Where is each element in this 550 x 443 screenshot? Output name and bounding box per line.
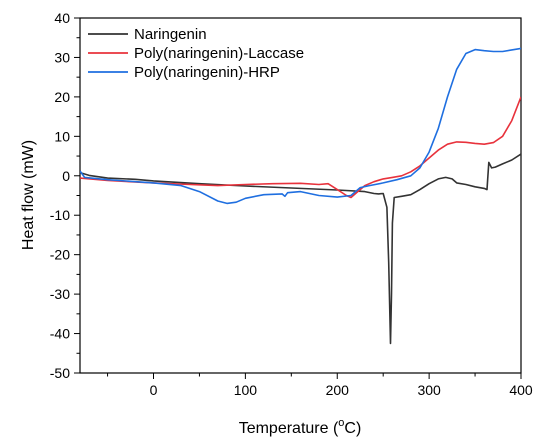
y-tick-label: 20 xyxy=(54,89,70,105)
x-axis-label-unit: C) xyxy=(344,420,361,437)
legend-label-2: Poly(naringenin)-HRP xyxy=(134,64,280,81)
x-tick-label: 0 xyxy=(150,382,158,398)
x-axis-label-main: Temperature ( xyxy=(239,420,339,437)
legend-label-1: Poly(naringenin)-Laccase xyxy=(134,45,304,62)
x-axis-label-sup: o xyxy=(338,417,344,429)
legend: Naringenin Poly(naringenin)-Laccase Poly(n… xyxy=(88,26,304,81)
series-line-0 xyxy=(80,153,521,345)
y-tick-label: 0 xyxy=(62,168,70,184)
series-lines xyxy=(80,47,521,345)
y-tick-label: -50 xyxy=(50,365,70,381)
x-tick-label: 200 xyxy=(326,382,350,398)
axis-ticks: 0 100 200 300 400 -50 -40 -30 -20 -10 0 10 20 30 40 xyxy=(50,10,533,398)
y-tick-label: 30 xyxy=(54,49,70,65)
legend-label-0: Naringenin xyxy=(134,26,207,43)
x-tick-label: 300 xyxy=(417,382,441,398)
y-tick-label: -20 xyxy=(50,247,70,263)
series-line-1 xyxy=(80,96,521,199)
y-tick-label: 40 xyxy=(54,10,70,26)
x-tick-label: 100 xyxy=(234,382,258,398)
y-axis-label: Heat flow (mW) xyxy=(20,140,37,250)
x-tick-label: 400 xyxy=(509,382,533,398)
y-tick-label: 10 xyxy=(54,128,70,144)
y-tick-label: -40 xyxy=(50,326,70,342)
y-tick-label: -10 xyxy=(50,207,70,223)
series-line-2 xyxy=(80,47,521,205)
y-tick-label: -30 xyxy=(50,286,70,302)
x-axis-label: Temperature (oC) xyxy=(239,417,362,437)
